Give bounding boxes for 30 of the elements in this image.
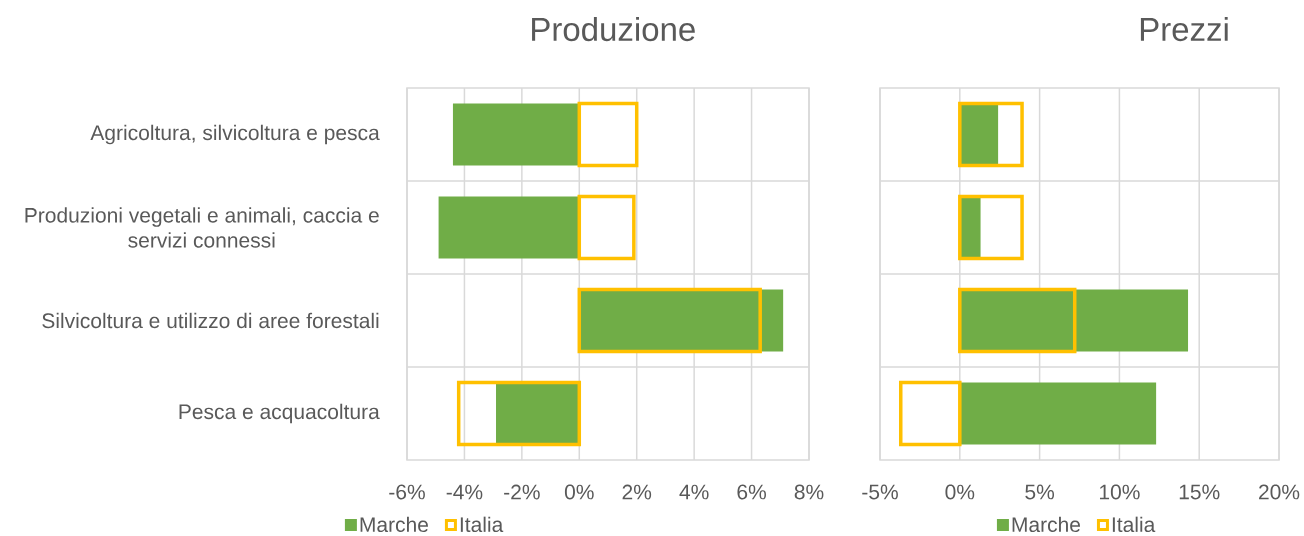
chart-title: Produzione [532,16,695,42]
x-tick-label: -5% [862,484,898,500]
bar [579,289,784,352]
bar [959,289,1189,352]
legend-label: Italia [1112,516,1156,533]
x-tick-label: 10% [1100,484,1140,500]
x-tick-label: -2% [504,484,540,500]
legend-label: Marche [360,516,428,533]
legend-label: Marche [1012,516,1081,533]
bar [959,382,1157,445]
bar [452,103,580,166]
x-tick-label: 6% [737,484,766,500]
chart-title: Prezzi [1140,16,1228,42]
x-tick-label: -4% [446,484,483,500]
legend-label: Italia [460,516,504,533]
y-tick-label: Pesca e acquacoltura [179,403,380,424]
y-tick-label: Silvicoltura e utilizzo di aree forestali [42,312,379,329]
x-tick-label: 0% [564,484,594,500]
bar [496,382,580,445]
y-tick-label: Produzioni vegetali e animali, caccia e servizi connessi [25,207,379,248]
x-tick-label: 5% [1025,484,1055,500]
x-tick-label: 20% [1259,484,1300,500]
bar [438,196,580,259]
x-tick-label: -6% [389,484,425,500]
x-tick-label: 2% [622,484,652,500]
x-tick-label: 15% [1179,484,1220,500]
x-tick-label: 0% [945,484,975,500]
y-tick-label: Agricoltura, silvicoltura e pesca [90,124,380,145]
x-tick-label: 8% [794,484,824,500]
x-tick-label: 4% [679,484,709,500]
